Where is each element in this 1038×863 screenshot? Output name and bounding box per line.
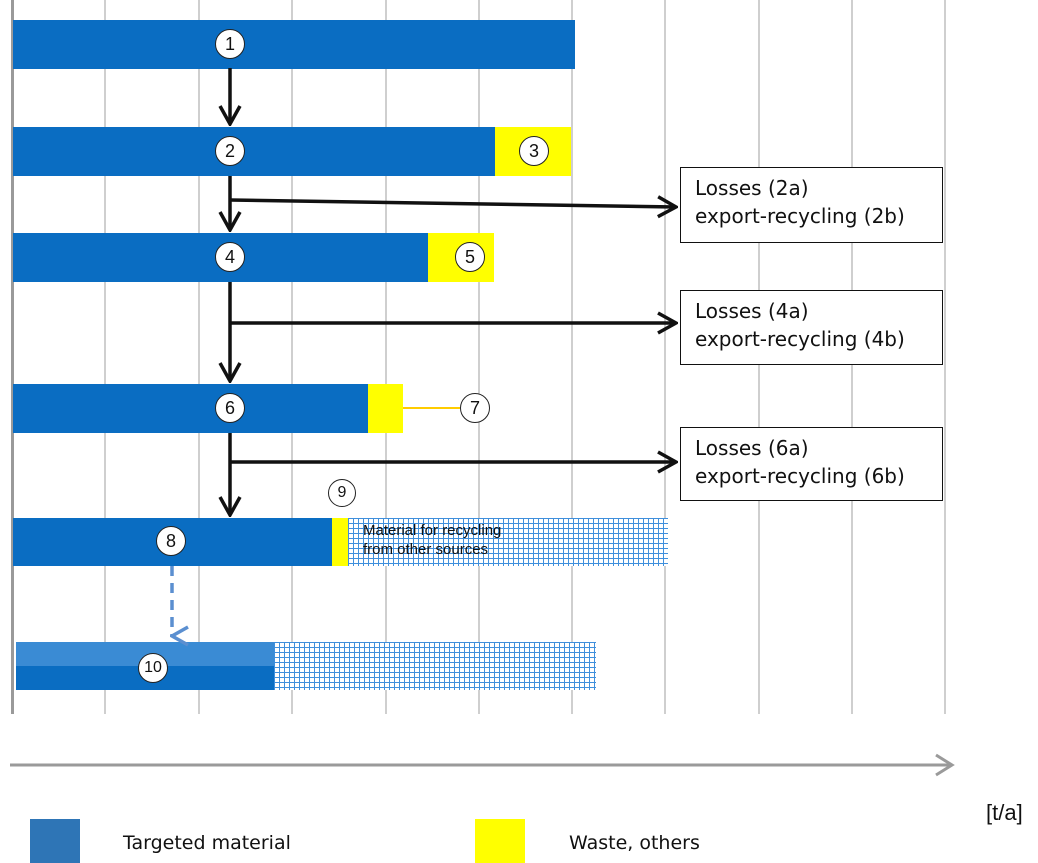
step-3-label: 3: [528, 140, 539, 161]
bar-8-hatch-other-sources: [348, 518, 668, 566]
step-9-label: 9: [337, 484, 347, 501]
bar-6-targeted: [13, 384, 368, 433]
losses-6-line2: export-recycling (6b): [695, 464, 905, 488]
losses-box-2: Losses (2a) export-recycling (2b): [680, 167, 943, 243]
legend-targeted-swatch: [30, 819, 80, 863]
losses-4-line1: Losses (4a): [695, 299, 809, 323]
hatch-label-line2: from other sources: [363, 541, 489, 558]
losses-4-line2: export-recycling (4b): [695, 327, 905, 351]
arrow-to-losses-2: [229, 200, 676, 207]
bar-9-waste: [332, 518, 348, 566]
grid-line: [478, 0, 480, 714]
step-2-label: 2: [224, 140, 235, 161]
grid-line: [944, 0, 946, 714]
losses-2-line2: export-recycling (2b): [695, 204, 905, 228]
bar-7-waste: [368, 384, 403, 433]
step-6-label: 6: [224, 397, 235, 418]
grid-line: [104, 0, 106, 714]
bar-1-targeted: [13, 20, 575, 69]
losses-box-4: Losses (4a) export-recycling (4b): [680, 290, 943, 365]
step-9-marker: 9: [328, 479, 356, 507]
losses-2-line1: Losses (2a): [695, 176, 809, 200]
step-1-label: 1: [224, 33, 235, 54]
hatch-label: Material for recycling from other source…: [363, 521, 501, 559]
x-axis-arrowhead: [935, 753, 955, 777]
step-6-marker: 6: [215, 393, 245, 423]
grid-line: [664, 0, 666, 714]
losses-box-6: Losses (6a) export-recycling (6b): [680, 427, 943, 501]
step-8-marker: 8: [156, 526, 186, 556]
grid-line: [571, 0, 573, 714]
step-5-marker: 5: [455, 242, 485, 272]
grid-line: [291, 0, 293, 714]
step-8-label: 8: [165, 530, 176, 551]
grid-line: [198, 0, 200, 714]
step-7-label: 7: [469, 397, 480, 418]
legend-waste-swatch: [475, 819, 525, 863]
step-1-marker: 1: [215, 29, 245, 59]
losses-6-line1: Losses (6a): [695, 436, 809, 460]
grid-line: [385, 0, 387, 714]
step-7-marker: 7: [460, 393, 490, 423]
hatch-label-line1: Material for recycling: [363, 522, 502, 539]
step-2-marker: 2: [215, 136, 245, 166]
bar-2-targeted: [13, 127, 495, 176]
step-4-marker: 4: [215, 242, 245, 272]
legend-waste-label: Waste, others: [569, 832, 700, 854]
step-3-marker: 3: [519, 136, 549, 166]
step-4-label: 4: [224, 246, 235, 267]
legend-targeted-label: Targeted material: [123, 832, 291, 854]
step-5-label: 5: [464, 246, 475, 267]
axis-unit: [t/a]: [986, 800, 1023, 825]
bar-10-hatch: [274, 642, 596, 690]
step-10-label: 10: [144, 659, 162, 676]
step-10-marker: 10: [138, 653, 168, 683]
grid-axis-line: [11, 0, 14, 714]
